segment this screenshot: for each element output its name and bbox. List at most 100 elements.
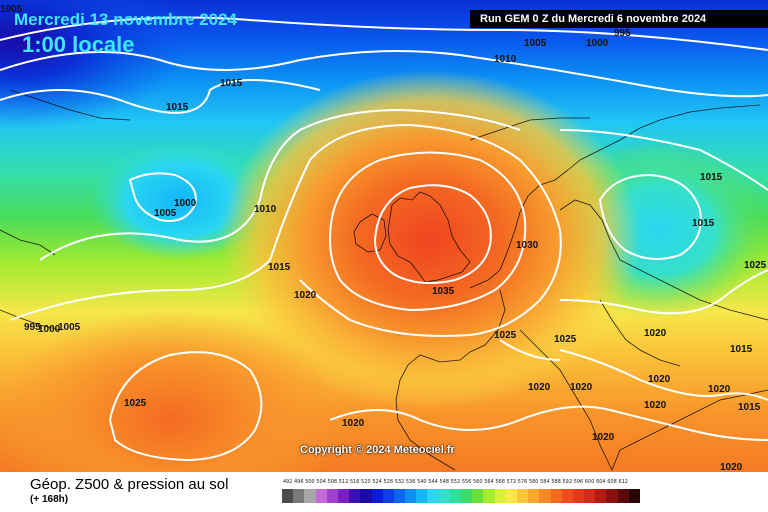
scale-label: 596 [573,479,584,485]
scale-label: 500 [305,479,315,485]
scale-label: 612 [618,479,628,485]
scale-label: 508 [327,479,338,485]
scale-label: 564 [484,479,494,485]
isobar-label: 1020 [644,400,667,411]
isobar-label: 1015 [220,78,243,89]
scale-swatch [606,489,618,503]
scale-label: 532 [394,479,405,485]
weather-map: 1005 1000 995 1005 1010 1015 1015 1005 1… [0,0,768,472]
isobar-label: 1010 [254,204,277,215]
scale-label: 496 [294,479,304,485]
scale-step: 584 [539,479,551,504]
isobar-label: 1015 [700,172,723,183]
scale-label: 556 [461,479,472,485]
scale-step: 564 [483,479,495,504]
scale-label: 540 [417,479,427,485]
low-trough-northwest [0,0,190,130]
isobar-label: 1020 [528,382,551,393]
scale-swatch [483,489,495,503]
scale-swatch [561,489,573,503]
scale-swatch [371,489,383,503]
scale-label: 600 [584,479,595,485]
isobar-label: 1000 [586,38,609,49]
scale-swatch [315,489,327,503]
forecast-time: 1:00 locale [22,32,135,57]
scale-step: 604 [595,479,607,504]
isobar-label: 1010 [494,54,517,65]
scale-step: 532 [393,479,406,504]
scale-step: 568 [494,479,506,504]
isobar-label: 1000 [174,198,197,209]
scale-step [628,480,640,504]
scale-label: 572 [506,479,517,485]
isobar-label: 1020 [294,290,317,301]
scale-label: 580 [528,479,539,485]
scale-swatch [472,489,484,503]
isobars [0,16,768,462]
scale-label: 524 [372,479,382,485]
isobar-label: 1020 [708,384,731,395]
scale-step: 496 [293,479,305,504]
scale-swatch [461,489,473,503]
scale-swatch [304,489,316,503]
scale-label: 492 [282,479,293,485]
scale-step: 508 [326,479,338,504]
scale-label: 584 [540,479,550,485]
scale-label: 512 [338,479,349,485]
model-run-label: Run GEM 0 Z du Mercredi 6 novembre 2024 [470,10,768,28]
scale-swatch [382,489,394,503]
scale-swatch [449,489,461,503]
legend-subtitle: (+ 168h) [30,494,69,505]
scale-swatch [349,489,361,503]
scale-swatch [584,489,596,503]
scale-swatch [595,489,607,503]
isobar-label: 995 [614,28,631,39]
isobar-label: 1000 [38,324,61,335]
scale-swatch [572,489,585,503]
scale-label: 560 [473,479,483,485]
coastlines [0,89,768,471]
scale-swatch [505,489,517,503]
scale-step: 612 [617,479,629,504]
scale-step: 608 [606,479,618,504]
isobar-label: 1025 [744,260,767,271]
scale-step: 600 [584,479,596,504]
scale-step: 528 [382,479,394,504]
scale-step: 520 [360,479,372,504]
scale-step: 592 [561,479,573,504]
isobar-label: 1005 [524,38,547,49]
scale-label: 516 [349,479,360,485]
scale-step: 588 [550,479,562,504]
isobar-label: 1015 [268,262,291,273]
scale-swatch [326,489,338,503]
isobar-label: 1030 [516,240,539,251]
scale-swatch [416,489,428,503]
isobar-label: 995 [24,322,41,333]
isobar-label: 1015 [692,218,715,229]
scale-step: 504 [315,479,327,504]
scale-swatch [393,489,406,503]
scale-step: 544 [427,479,439,504]
isobar-label: 1020 [720,462,743,472]
scale-step: 596 [572,479,585,504]
scale-swatch [438,489,450,503]
scale-step: 516 [349,479,361,504]
scale-swatch [628,489,640,503]
scale-label: 588 [551,479,561,485]
scale-label: 520 [361,479,371,485]
scale-swatch [282,489,294,503]
scale-swatch [617,489,629,503]
copyright-text: Copyright © 2024 Meteociel.fr [300,444,455,456]
scale-step: 536 [405,479,417,504]
scale-label: 552 [450,479,461,485]
scale-swatch [494,489,506,503]
isobar-label: 1015 [738,402,761,413]
scale-step: 548 [438,479,450,504]
isobar-label: 1020 [342,418,365,429]
scale-step: 512 [337,479,350,504]
scale-step: 580 [528,479,540,504]
scale-label: 528 [383,479,394,485]
scale-label: 592 [562,479,573,485]
scale-step: 572 [505,479,517,504]
scale-label: 604 [596,479,606,485]
